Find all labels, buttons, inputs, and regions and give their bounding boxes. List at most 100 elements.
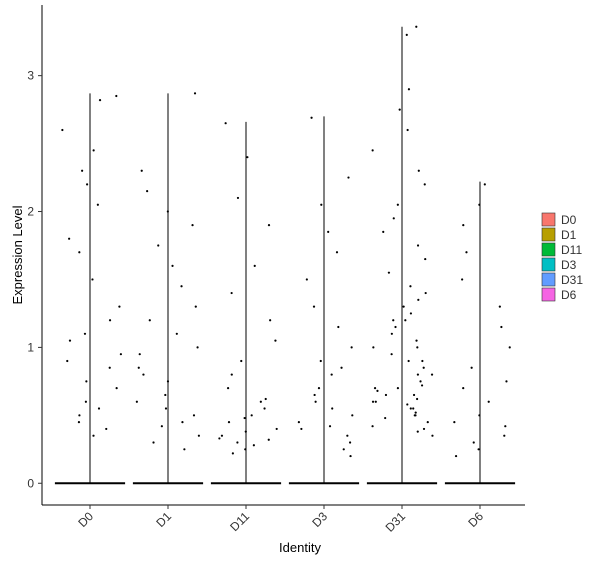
- point: [300, 427, 303, 431]
- point: [327, 230, 330, 234]
- y-tick-label: 2: [27, 205, 34, 219]
- point: [340, 366, 343, 369]
- point: [320, 203, 323, 206]
- point: [478, 414, 481, 417]
- point: [342, 448, 345, 451]
- point: [392, 217, 395, 220]
- point: [119, 353, 122, 356]
- point: [504, 425, 507, 428]
- legend-key: [541, 212, 556, 227]
- point: [406, 403, 409, 406]
- point: [416, 430, 419, 433]
- point: [314, 400, 317, 403]
- point: [478, 203, 481, 206]
- legend-label: D3: [561, 258, 577, 272]
- x-tick-label: D0: [75, 509, 96, 530]
- point: [371, 149, 374, 152]
- point: [224, 122, 227, 125]
- point: [97, 407, 101, 410]
- point: [164, 407, 168, 410]
- point: [68, 339, 72, 342]
- point: [183, 448, 186, 451]
- point: [409, 407, 412, 410]
- point: [274, 339, 277, 342]
- y-tick-label: 1: [27, 340, 34, 354]
- point: [422, 366, 425, 369]
- point: [61, 128, 64, 132]
- point: [193, 92, 197, 95]
- point: [252, 444, 255, 447]
- x-tick-label: D1: [153, 509, 174, 530]
- point: [135, 400, 138, 403]
- point: [416, 346, 419, 349]
- point: [263, 407, 266, 410]
- point: [422, 427, 426, 431]
- legend-key: [541, 227, 556, 242]
- x-tick-label: D3: [309, 509, 330, 530]
- point: [412, 407, 415, 410]
- point: [330, 373, 333, 376]
- x-tick-label: D31: [383, 509, 409, 535]
- point: [421, 359, 424, 363]
- x-axis-label: Identity: [279, 540, 321, 555]
- y-axis-label: Expression Level: [10, 205, 25, 304]
- point: [108, 366, 111, 369]
- point: [297, 421, 300, 424]
- point: [236, 196, 240, 200]
- point: [407, 88, 411, 91]
- point: [175, 332, 178, 335]
- point: [142, 373, 145, 376]
- point: [376, 389, 379, 392]
- point: [416, 373, 420, 376]
- point: [372, 346, 375, 349]
- point: [226, 387, 230, 390]
- point: [392, 319, 395, 322]
- x-tick-label: D11: [227, 509, 252, 534]
- legend-label: D0: [561, 213, 577, 227]
- point: [68, 237, 71, 240]
- point: [420, 384, 424, 387]
- point: [387, 271, 391, 274]
- point: [140, 169, 143, 172]
- point: [146, 190, 149, 193]
- point: [180, 285, 183, 288]
- point: [166, 210, 169, 213]
- point: [269, 319, 272, 322]
- point: [118, 305, 121, 308]
- point: [98, 99, 102, 102]
- point: [406, 128, 409, 132]
- point: [108, 319, 112, 322]
- legend-key: [541, 287, 556, 302]
- point: [115, 387, 118, 390]
- point: [409, 285, 412, 288]
- point: [416, 244, 420, 247]
- point: [412, 393, 416, 397]
- point: [348, 441, 352, 444]
- point: [394, 325, 397, 329]
- legend-label: D1: [561, 228, 577, 242]
- point: [503, 434, 506, 437]
- point: [137, 366, 140, 369]
- point: [373, 387, 377, 390]
- point: [264, 397, 267, 401]
- point: [138, 353, 141, 356]
- point: [453, 421, 456, 424]
- point: [430, 373, 434, 376]
- y-tick-label: 3: [27, 69, 34, 83]
- legend-key: [541, 272, 556, 287]
- point: [313, 393, 316, 397]
- point: [244, 430, 247, 433]
- point: [196, 346, 199, 349]
- point: [244, 448, 247, 451]
- point: [371, 400, 375, 403]
- point: [240, 359, 243, 363]
- point: [424, 257, 427, 261]
- point: [78, 251, 81, 254]
- point: [197, 434, 200, 437]
- point: [83, 332, 87, 335]
- point: [243, 416, 246, 420]
- point: [396, 203, 399, 206]
- point: [384, 393, 388, 397]
- point: [331, 407, 334, 410]
